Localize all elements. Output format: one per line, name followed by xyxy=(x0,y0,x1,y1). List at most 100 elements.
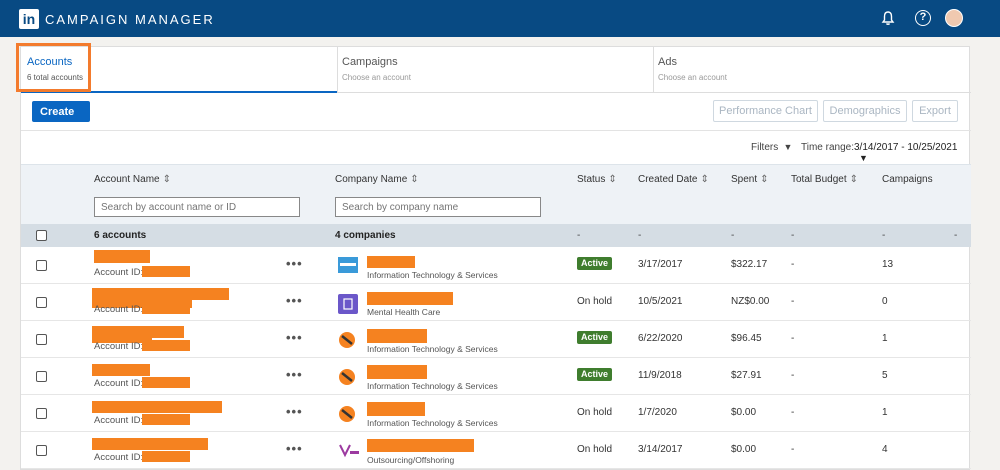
spent-amount: $0.00 xyxy=(731,407,757,418)
notifications-bell-icon[interactable] xyxy=(880,10,896,26)
column-header-account-name[interactable]: Account Name ⇕ xyxy=(94,174,171,185)
column-header-total-budget[interactable]: Total Budget ⇕ xyxy=(791,174,858,185)
column-header-status[interactable]: Status ⇕ xyxy=(577,174,617,185)
summary-spent: - xyxy=(731,230,735,241)
table-row[interactable]: Account ID: ••• Information Technology &… xyxy=(21,247,971,284)
row-menu-icon[interactable]: ••• xyxy=(286,293,303,308)
table-row[interactable]: Account ID: ••• Outsourcing/Offshoring O… xyxy=(21,432,971,469)
export-button[interactable]: Export xyxy=(912,100,958,122)
table-row[interactable]: Account ID: ••• Information Technology &… xyxy=(21,321,971,358)
campaigns-count[interactable]: 1 xyxy=(882,407,888,418)
user-avatar[interactable] xyxy=(945,9,963,27)
column-header-campaigns[interactable]: Campaigns xyxy=(882,174,933,185)
time-range-label: Time range: xyxy=(801,142,854,153)
spent-amount: $322.17 xyxy=(731,259,768,270)
created-date: 3/14/2017 xyxy=(638,444,683,455)
account-id-label: Account ID: xyxy=(94,415,144,426)
active-tab-indicator xyxy=(21,91,337,93)
sort-icon: ⇕ xyxy=(760,174,769,185)
created-date: 6/22/2020 xyxy=(638,333,683,344)
total-budget: - xyxy=(791,296,795,307)
campaigns-count[interactable]: 4 xyxy=(882,444,888,455)
total-budget: - xyxy=(791,370,795,381)
performance-chart-button[interactable]: Performance Chart xyxy=(713,100,818,122)
column-header-created-date[interactable]: Created Date ⇕ xyxy=(638,174,709,185)
row-menu-icon[interactable]: ••• xyxy=(286,330,303,345)
campaigns-count[interactable]: 0 xyxy=(882,296,888,307)
status-text: On hold xyxy=(577,444,613,455)
company-search-input[interactable] xyxy=(335,197,541,217)
account-id-label: Account ID: xyxy=(94,267,144,278)
caret-down-icon: ▼ xyxy=(854,153,868,163)
table-row[interactable]: Account ID: ••• Mental Health Care On ho… xyxy=(21,284,971,321)
company-logo-icon xyxy=(338,405,358,422)
column-label: Total Budget xyxy=(791,174,847,185)
top-nav-bar: in CAMPAIGN MANAGER ? xyxy=(0,0,1000,37)
sort-icon: ⇕ xyxy=(162,174,171,185)
tab-divider xyxy=(653,47,654,93)
accounts-panel: Accounts 6 total accounts Campaigns Choo… xyxy=(16,43,971,470)
row-checkbox[interactable] xyxy=(36,260,47,271)
time-range-dropdown[interactable]: 3/14/2017 - 10/25/2021 ▼ xyxy=(854,142,969,164)
summary-accounts: 6 accounts xyxy=(94,230,147,241)
row-checkbox[interactable] xyxy=(36,445,47,456)
help-icon[interactable]: ? xyxy=(915,10,931,26)
company-logo-icon xyxy=(338,368,358,385)
row-menu-icon[interactable]: ••• xyxy=(286,256,303,271)
tab-campaigns[interactable]: Campaigns Choose an account xyxy=(337,47,653,93)
campaigns-count[interactable]: 1 xyxy=(882,333,888,344)
company-logo-icon xyxy=(338,331,358,348)
create-button[interactable]: Create ▼ xyxy=(32,101,90,129)
select-all-checkbox[interactable] xyxy=(36,230,47,241)
total-budget: - xyxy=(791,444,795,455)
spent-amount: $27.91 xyxy=(731,370,762,381)
row-menu-icon[interactable]: ••• xyxy=(286,441,303,456)
total-budget: - xyxy=(791,259,795,270)
redacted-company-name xyxy=(367,365,427,379)
created-date: 3/17/2017 xyxy=(638,259,683,270)
tab-ads[interactable]: Ads Choose an account xyxy=(653,47,969,93)
column-label: Spent xyxy=(731,174,758,185)
status-text: On hold xyxy=(577,296,613,307)
row-checkbox[interactable] xyxy=(36,371,47,382)
app-title: CAMPAIGN MANAGER xyxy=(45,12,215,27)
redacted-account-id xyxy=(142,303,190,314)
linkedin-logo[interactable]: in xyxy=(19,9,39,29)
column-header-spent[interactable]: Spent ⇕ xyxy=(731,174,769,185)
row-menu-icon[interactable]: ••• xyxy=(286,404,303,419)
campaigns-count[interactable]: 13 xyxy=(882,259,894,270)
account-id-label: Account ID: xyxy=(94,452,144,463)
tab-accounts[interactable]: Accounts 6 total accounts xyxy=(21,47,337,93)
summary-status: - xyxy=(577,230,581,241)
row-checkbox[interactable] xyxy=(36,297,47,308)
company-industry: Information Technology & Services xyxy=(367,381,498,391)
column-header-company-name[interactable]: Company Name ⇕ xyxy=(335,174,419,185)
row-menu-icon[interactable]: ••• xyxy=(286,367,303,382)
sort-icon: ⇕ xyxy=(608,174,617,185)
demographics-button[interactable]: Demographics xyxy=(823,100,907,122)
summary-companies: 4 companies xyxy=(335,230,396,241)
redacted-account-id xyxy=(142,266,190,277)
created-date: 1/7/2020 xyxy=(638,407,677,418)
tab-campaigns-title: Campaigns xyxy=(342,56,398,68)
tab-accounts-subtitle: 6 total accounts xyxy=(27,73,84,82)
sort-icon: ⇕ xyxy=(410,174,419,185)
company-industry: Information Technology & Services xyxy=(367,270,498,280)
redacted-account-name xyxy=(92,438,208,450)
redacted-company-name xyxy=(367,439,474,452)
row-checkbox[interactable] xyxy=(36,334,47,345)
row-checkbox[interactable] xyxy=(36,408,47,419)
tab-accounts-title: Accounts xyxy=(27,56,73,68)
table-row[interactable]: Account ID: ••• Information Technology &… xyxy=(21,395,971,432)
redacted-account-name xyxy=(92,401,222,413)
time-range-value: 3/14/2017 - 10/25/2021 xyxy=(854,142,958,153)
filters-dropdown[interactable]: Filters ▼ xyxy=(751,142,792,153)
account-search-input[interactable] xyxy=(94,197,300,217)
campaigns-count[interactable]: 5 xyxy=(882,370,888,381)
table-row[interactable]: Account ID: ••• Information Technology &… xyxy=(21,358,971,395)
redacted-account-name xyxy=(92,335,152,343)
spent-amount: $0.00 xyxy=(731,444,757,455)
summary-created: - xyxy=(638,230,642,241)
tab-ads-subtitle: Choose an account xyxy=(658,73,727,82)
tab-ads-title: Ads xyxy=(658,56,677,68)
